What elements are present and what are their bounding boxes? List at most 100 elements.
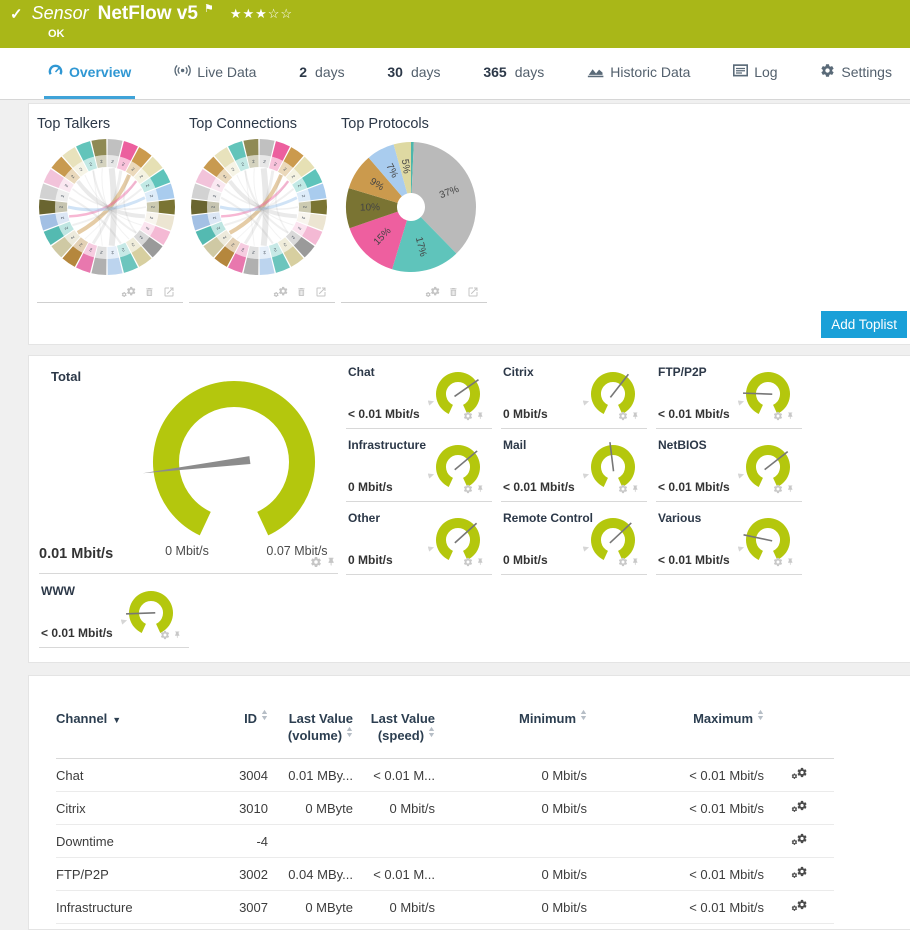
tab-30-days[interactable]: 30 days	[383, 48, 444, 99]
add-toplist-button[interactable]: Add Toplist	[821, 311, 907, 338]
channel-value: < 0.01 Mbit/s	[348, 407, 420, 421]
gear-icon[interactable]	[463, 411, 473, 421]
table-row-downtime[interactable]: Downtime -4	[56, 824, 834, 858]
channel-gauge[interactable]	[738, 440, 796, 494]
tab-365-days[interactable]: 365 days	[479, 48, 548, 99]
gear-icon[interactable]	[773, 411, 783, 421]
gear-icon[interactable]	[160, 630, 170, 640]
toplist-actions	[341, 283, 487, 303]
pin-icon[interactable]	[326, 556, 336, 568]
cell-id: 3002	[206, 857, 268, 891]
column-header-last_speed[interactable]: Last Value (speed) ▲ ▼	[353, 704, 437, 759]
donut-chart[interactable]: 37%17%15%10%9%7% 5%	[341, 137, 481, 277]
sort-desc-icon[interactable]: ▼	[112, 715, 122, 725]
channel-gauge[interactable]	[428, 440, 486, 494]
column-header-id[interactable]: ID ▲ ▼	[206, 704, 270, 759]
settings-gears-icon[interactable]	[273, 286, 289, 298]
sort-icon[interactable]: ▲ ▼	[345, 726, 355, 739]
svg-text:2: 2	[88, 247, 93, 253]
tab-live-data[interactable]: Live Data	[170, 48, 260, 99]
trash-icon[interactable]	[448, 286, 459, 298]
gear-icon[interactable]	[310, 556, 322, 568]
sort-icon[interactable]: ▲ ▼	[579, 709, 589, 722]
svg-text:2: 2	[240, 247, 245, 253]
trash-icon[interactable]	[144, 286, 155, 298]
cell-channel[interactable]: Downtime	[56, 824, 206, 858]
table-row-chat[interactable]: Chat 3004 0.01 MBy... < 0.01 M... 0 Mbit/s < …	[56, 758, 834, 792]
cell-channel[interactable]: Infrastructure	[56, 890, 206, 924]
column-header-actions	[764, 704, 834, 759]
channel-name: NetBIOS	[658, 438, 707, 452]
column-header-channel[interactable]: Channel ▼	[56, 704, 206, 759]
table-row-citrix[interactable]: Citrix 3010 0 MByte 0 Mbit/s 0 Mbit/s < 0.01 …	[56, 791, 834, 825]
channel-gauge[interactable]	[583, 367, 641, 421]
channel-gauge[interactable]	[121, 586, 179, 640]
table-row-ftp-p2p[interactable]: FTP/P2P 3002 0.04 MBy... < 0.01 M... 0 Mbit/…	[56, 857, 834, 891]
channel-name: Chat	[348, 365, 375, 379]
sort-icon[interactable]: ▲ ▼	[756, 709, 766, 722]
channel-gauge[interactable]	[738, 367, 796, 421]
external-link-icon[interactable]	[163, 286, 175, 298]
cell-channel[interactable]: FTP/P2P	[56, 857, 206, 891]
pin-icon[interactable]	[786, 484, 795, 494]
tab-overview[interactable]: Overview	[44, 48, 136, 99]
channel-gauge[interactable]	[583, 440, 641, 494]
sort-icon[interactable]: ▲ ▼	[427, 726, 437, 739]
pin-icon[interactable]	[786, 411, 795, 421]
settings-gears-icon[interactable]	[425, 286, 441, 298]
pin-icon[interactable]	[631, 484, 640, 494]
gear-icon[interactable]	[618, 557, 628, 567]
channel-settings-gears-icon[interactable]	[791, 800, 808, 813]
gear-icon[interactable]	[773, 484, 783, 494]
gear-icon[interactable]	[773, 557, 783, 567]
svg-text:2: 2	[138, 235, 144, 241]
pin-icon[interactable]	[173, 630, 182, 640]
cell-channel[interactable]: Citrix	[56, 791, 206, 825]
channel-gauge[interactable]	[583, 513, 641, 567]
pin-icon[interactable]	[786, 557, 795, 567]
external-link-icon[interactable]	[467, 286, 479, 298]
svg-text:2: 2	[283, 167, 288, 173]
svg-text:10%: 10%	[360, 202, 380, 213]
flag-icon[interactable]: ⚑	[203, 3, 214, 15]
gear-icon[interactable]	[463, 484, 473, 494]
tab-historic-data[interactable]: Historic Data	[583, 48, 694, 99]
channel-settings-gears-icon[interactable]	[791, 899, 808, 912]
table-row-infrastructure[interactable]: Infrastructure 3007 0 MByte 0 Mbit/s 0 Mbit/…	[56, 890, 834, 924]
channel-gauge[interactable]	[428, 367, 486, 421]
column-header-minimum[interactable]: Minimum ▲ ▼	[435, 704, 589, 759]
gear-icon[interactable]	[463, 557, 473, 567]
channel-table-panel: Channel ▼ ID ▲ ▼ Last Value (volume) ▲ ▼ Last Val…	[28, 675, 910, 930]
channel-gauge[interactable]	[738, 513, 796, 567]
svg-text:2: 2	[301, 216, 307, 220]
tab-2-days[interactable]: 2 days	[295, 48, 348, 99]
tab-settings[interactable]: Settings	[816, 48, 896, 99]
sort-icon[interactable]: ▲ ▼	[260, 709, 270, 722]
channel-settings-gears-icon[interactable]	[791, 767, 808, 780]
channel-gauge[interactable]	[428, 513, 486, 567]
column-header-maximum[interactable]: Maximum ▲ ▼	[587, 704, 766, 759]
svg-text:2: 2	[231, 166, 236, 172]
pin-icon[interactable]	[476, 411, 485, 421]
tab-log[interactable]: Log	[729, 48, 781, 99]
pin-icon[interactable]	[631, 411, 640, 421]
column-header-last_volume[interactable]: Last Value (volume) ▲ ▼	[268, 704, 355, 759]
priority-stars[interactable]: ★★★☆☆	[229, 6, 294, 21]
pin-icon[interactable]	[476, 484, 485, 494]
pin-icon[interactable]	[476, 557, 485, 567]
gear-icon[interactable]	[618, 484, 628, 494]
settings-gears-icon[interactable]	[121, 286, 137, 298]
external-link-icon[interactable]	[315, 286, 327, 298]
channel-settings-gears-icon[interactable]	[791, 866, 808, 879]
trash-icon[interactable]	[296, 286, 307, 298]
channel-settings-gears-icon[interactable]	[791, 833, 808, 846]
gear-icon[interactable]	[618, 411, 628, 421]
cell-channel[interactable]: Chat	[56, 758, 206, 792]
pin-icon[interactable]	[631, 557, 640, 567]
toplist-card-top-talkers: Top Talkers 2 2 2 2 2 2 2 2 2 2 2 2 2 2 2 2 2 2 2 2 2 2 2 2 2 2	[37, 114, 189, 303]
status-check-icon: ✓	[10, 6, 23, 23]
cell-minimum: 0 Mbit/s	[435, 758, 587, 792]
